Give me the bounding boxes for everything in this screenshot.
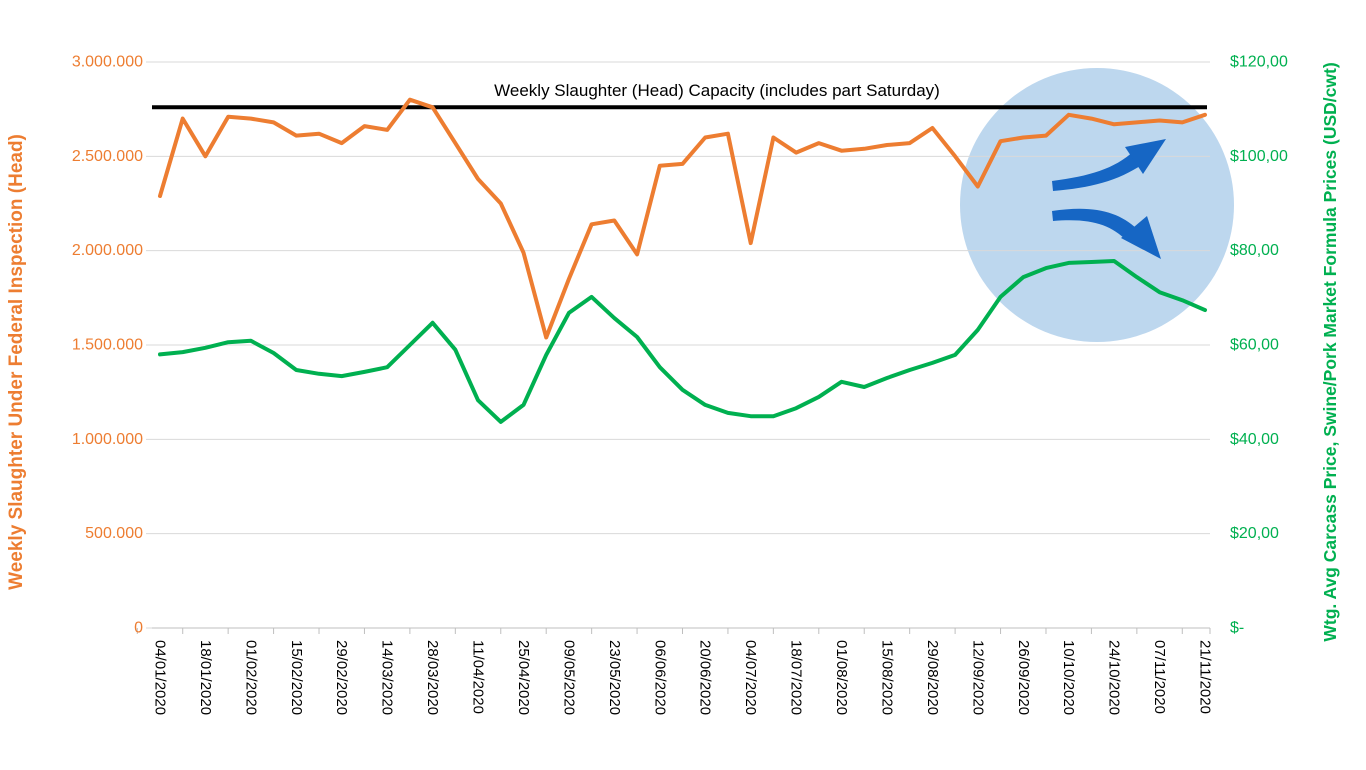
capacity-line-label: Weekly Slaughter (Head) Capacity (includ… — [494, 81, 940, 100]
x-axis-tick-label: 25/04/2020 — [515, 640, 532, 715]
left-axis-tick-labels: 3.000.000 2.500.000 2.000.000 1.500.000 1.00… — [72, 54, 143, 637]
slaughter-line — [158, 97, 1207, 340]
x-axis-tick-label: 29/08/2020 — [924, 640, 941, 715]
left-axis-tick-label: 2.000.000 — [72, 242, 143, 259]
axis-lines — [136, 627, 1211, 634]
x-axis-tick-label: 10/10/2020 — [1060, 640, 1077, 715]
right-axis-tick-label: $100,00 — [1230, 148, 1288, 165]
x-axis-tick-label: 11/04/2020 — [470, 640, 487, 714]
x-axis-tick-label: 26/09/2020 — [1015, 640, 1032, 715]
left-axis-tick-label: 2.500.000 — [72, 148, 143, 165]
x-axis-tick-label: 23/05/2020 — [606, 640, 623, 715]
right-axis-tick-label: $60,00 — [1230, 337, 1279, 354]
right-axis-tick-label: $20,00 — [1230, 525, 1279, 542]
left-axis-tick-label: 500.000 — [85, 525, 143, 542]
up-arrow-icon — [1052, 139, 1166, 191]
left-axis-tick-label: 1.000.000 — [72, 431, 143, 448]
right-axis-tick-label: $120,00 — [1230, 54, 1288, 71]
x-axis-tick-label: 15/08/2020 — [878, 640, 895, 715]
right-axis-tick-label: $- — [1230, 620, 1244, 637]
x-axis-tick-label: 28/03/2020 — [424, 640, 441, 715]
x-axis-tick-label: 09/05/2020 — [560, 640, 577, 715]
left-axis-tick-label: 1.500.000 — [72, 337, 143, 354]
x-axis-tick-label: 14/03/2020 — [379, 640, 396, 715]
left-axis-title: Weekly Slaughter Under Federal Inspectio… — [6, 134, 27, 590]
left-axis-tick-label: 0 — [134, 620, 143, 637]
left-axis-tick-label: 3.000.000 — [72, 54, 143, 71]
annotation-arrows — [1052, 139, 1166, 259]
right-axis-title: Wtg. Avg Carcass Price, Swine/Pork Marke… — [1320, 62, 1340, 641]
x-axis-tick-label: 06/06/2020 — [651, 640, 668, 715]
right-axis-tick-labels: $120,00 $100,00 $80,00 $60,00 $40,00 $20,00 $- — [1230, 54, 1288, 637]
x-axis-tick-label: 21/11/2020 — [1197, 640, 1214, 714]
x-axis-tick-label: 18/01/2020 — [197, 640, 214, 715]
x-axis-tick-label: 15/02/2020 — [288, 640, 305, 715]
x-axis-tick-label: 07/11/2020 — [1151, 640, 1168, 714]
x-axis-tick-label: 24/10/2020 — [1106, 640, 1123, 715]
price-line — [158, 259, 1207, 424]
x-axis-tick-label: 29/02/2020 — [333, 640, 350, 715]
right-axis-tick-label: $80,00 — [1230, 242, 1279, 259]
series-lines — [158, 97, 1207, 424]
x-axis-tick-label: 01/08/2020 — [833, 640, 850, 715]
down-arrow-icon — [1052, 208, 1161, 259]
x-axis-tick-label: 01/02/2020 — [242, 640, 259, 715]
x-axis-tick-label: 04/01/2020 — [152, 640, 169, 715]
x-axis-tick-labels: 04/01/2020 18/01/2020 01/02/2020 15/02/2020… — [152, 640, 1214, 715]
right-axis-tick-label: $40,00 — [1230, 431, 1279, 448]
x-axis-tick-label: 20/06/2020 — [697, 640, 714, 715]
x-axis-tick-label: 04/07/2020 — [742, 640, 759, 715]
x-axis-tick-label: 18/07/2020 — [788, 640, 805, 715]
x-axis-tick-label: 12/09/2020 — [969, 640, 986, 715]
